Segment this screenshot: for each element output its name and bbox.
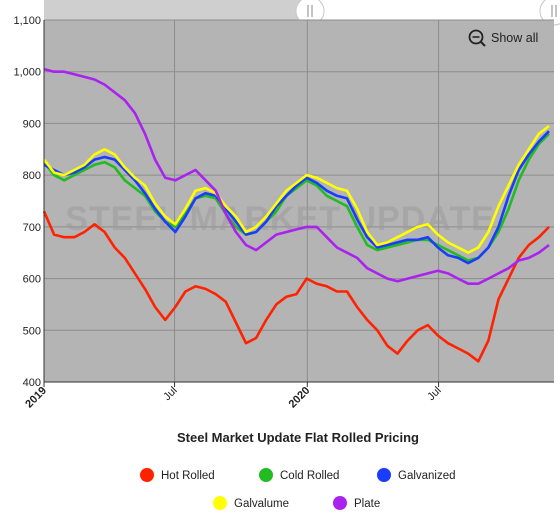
show-all-button[interactable]: Show all: [468, 29, 539, 47]
series-line-galvalume: [42, 124, 550, 254]
series-line-hot-rolled: [42, 210, 550, 363]
y-tick-label: 700: [23, 222, 41, 234]
zoom-out-icon-handle: [480, 41, 486, 47]
y-tick-label: 1,100: [13, 15, 41, 27]
show-all-label: Show all: [491, 31, 538, 45]
chart-title: Steel Market Update Flat Rolled Pricing: [177, 430, 419, 445]
legend-item-cold-rolled[interactable]: Cold Rolled: [259, 468, 339, 482]
legend-marker: [140, 468, 154, 482]
x-tick-label: Jul: [425, 385, 443, 403]
legend: Hot Rolled Cold Rolled Galvanized Galvalume…: [140, 468, 456, 510]
legend-item-hot-rolled[interactable]: Hot Rolled: [140, 468, 215, 482]
legend-marker: [377, 468, 391, 482]
legend-marker: [333, 496, 347, 510]
y-tick-label: 1,000: [13, 67, 41, 79]
legend-marker: [213, 496, 227, 510]
x-tick-label: 2020: [287, 385, 313, 411]
series-line-plate: [43, 67, 550, 286]
legend-label: Plate: [354, 498, 380, 510]
x-tick-label: Jul: [161, 385, 179, 403]
y-tick-label: 600: [23, 274, 41, 286]
y-tick-label: 500: [23, 325, 41, 337]
zoom-out-icon: [468, 29, 484, 45]
legend-label: Hot Rolled: [161, 470, 215, 482]
y-axis-ticks: 400 500 600 700 800 900 1,000 1,100: [13, 15, 41, 389]
x-axis-ticks: 2019 Jul 2020 Jul: [23, 382, 444, 411]
y-tick-label: 400: [23, 377, 41, 389]
legend-item-galvanized[interactable]: Galvanized: [377, 468, 456, 482]
grid: [44, 19, 554, 382]
navigator[interactable]: [44, 0, 560, 26]
y-tick-label: 900: [23, 118, 41, 130]
navigator-selected-range[interactable]: [310, 0, 556, 20]
legend-label: Cold Rolled: [280, 470, 339, 482]
legend-label: Galvalume: [234, 498, 289, 510]
legend-item-plate[interactable]: Plate: [333, 496, 380, 510]
plot-area: [44, 20, 554, 382]
y-tick-label: 800: [23, 170, 41, 182]
series-line-galvanized: [43, 130, 550, 265]
legend-marker: [259, 468, 273, 482]
legend-item-galvalume[interactable]: Galvalume: [213, 496, 289, 510]
series-lines: [42, 67, 550, 363]
series-line-cold-rolled: [42, 132, 550, 262]
legend-label: Galvanized: [398, 470, 456, 482]
